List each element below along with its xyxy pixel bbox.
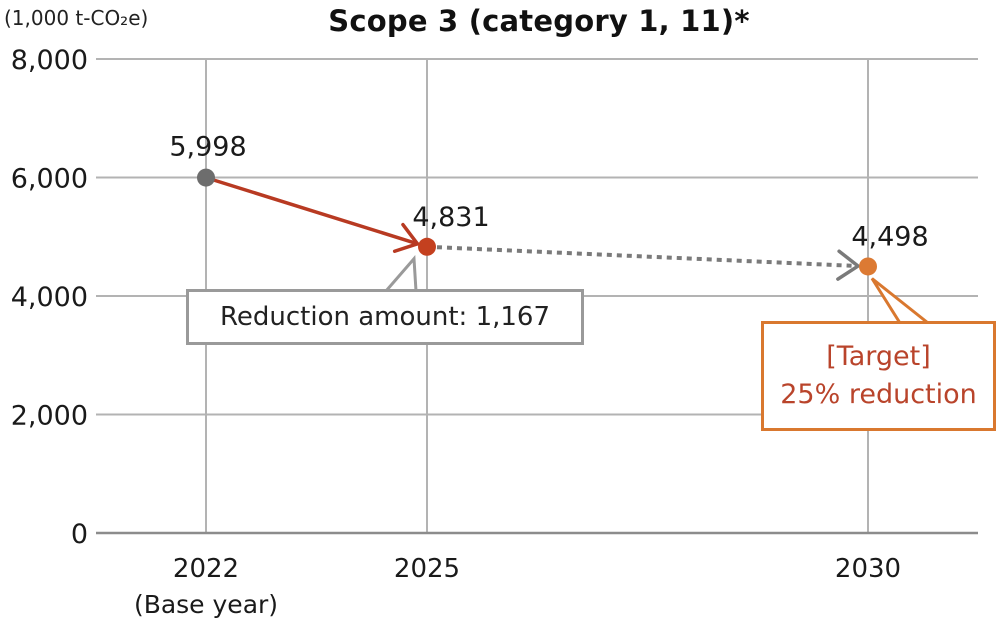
reduction-amount-text: Reduction amount: 1,167 — [219, 302, 550, 332]
target-heading: [Target] — [826, 341, 931, 372]
y-tick-label: 6,000 — [11, 164, 88, 195]
chart-title: Scope 3 (category 1, 11)* — [328, 4, 750, 38]
x-tick-sublabel: (Base year) — [134, 590, 278, 619]
grid-lines — [96, 58, 978, 533]
target-callout: [Target] 25% reduction — [761, 321, 996, 431]
series-segment-2022-2025 — [204, 175, 420, 246]
y-tick-label: 8,000 — [11, 45, 88, 76]
data-point-2022 — [197, 168, 215, 187]
data-points — [197, 168, 877, 276]
data-point-2025 — [418, 237, 436, 256]
y-tick-label: 2,000 — [11, 401, 88, 432]
target-callout-pointer — [870, 277, 933, 325]
x-tick-label: 2022 — [173, 554, 239, 584]
y-tick-label: 0 — [71, 519, 88, 550]
data-label-2030: 4,498 — [851, 221, 928, 252]
reduction-amount-callout: Reduction amount: 1,167 — [186, 289, 584, 345]
arrowhead-2030 — [836, 249, 860, 281]
data-label-2025: 4,831 — [412, 202, 489, 233]
series-segment-2025-2030 — [426, 244, 859, 269]
data-label-2022: 5,998 — [169, 132, 246, 163]
x-tick-label: 2025 — [394, 554, 460, 584]
data-point-2030 — [859, 257, 877, 276]
x-tick-label: 2030 — [835, 554, 901, 584]
axes: 0 2,000 4,000 6,000 8,000 2022 (Base year) 2025… — [11, 45, 978, 619]
reduction-callout-pointer — [382, 255, 418, 293]
y-axis-unit-label: (1,000 t-CO₂e) — [4, 6, 149, 30]
target-reduction-text: 25% reduction — [780, 379, 977, 410]
data-labels: 5,998 4,831 4,498 — [169, 132, 928, 253]
arrowhead-2025 — [392, 222, 420, 254]
series-line — [204, 175, 860, 281]
y-tick-label: 4,000 — [11, 282, 88, 313]
